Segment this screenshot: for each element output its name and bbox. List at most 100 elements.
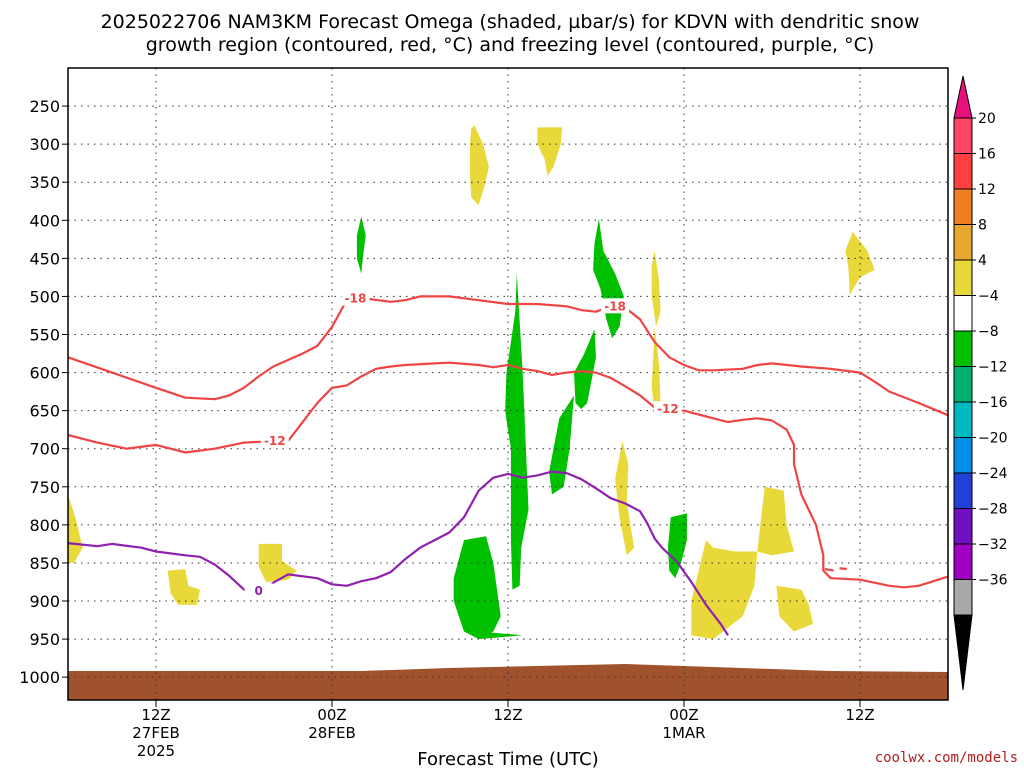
omega-region-positive-1 [537, 127, 563, 177]
colorbar-label-9: −20 [978, 431, 1008, 447]
colorbar-swatch-11 [953, 508, 973, 545]
omega-region-positive-18 [167, 569, 200, 605]
terrain-layer [68, 664, 948, 700]
colorbar-label-11: −28 [978, 502, 1008, 518]
plot-area: -18 -18 -12 -12 0 [67, 67, 949, 701]
x-tick-label-30-l1: 12Z [493, 706, 522, 724]
colorbar-swatch-5 [953, 295, 973, 332]
colorbar-label-6: −8 [978, 324, 999, 340]
isotherm-minus18-label-0: -18 [345, 292, 367, 306]
omega-region-negative-8 [478, 631, 523, 640]
colorbar-swatch-13 [953, 579, 973, 616]
colorbar-label-4: 4 [978, 253, 987, 269]
x-tick-label-18-l1: 00Z [317, 706, 346, 724]
freezing-level-line [67, 470, 729, 636]
colorbar-label-12: −32 [978, 537, 1008, 553]
y-tick-label-900: 900 [29, 592, 60, 611]
colorbar-swatch-12 [953, 543, 973, 580]
contour-layer: -18 -18 -12 -12 0 [67, 290, 949, 636]
colorbar-swatch-1 [953, 153, 973, 190]
colorbar-swatch-10 [953, 472, 973, 509]
omega-region-positive-12 [691, 540, 758, 640]
title-line-2: growth region (contoured, red, °C) and f… [146, 34, 875, 56]
y-tick-label-1000: 1000 [19, 668, 60, 687]
y-tick-label-550: 550 [29, 326, 60, 345]
y-tick-label-800: 800 [29, 516, 60, 535]
colorbar-label-3: 8 [978, 218, 987, 234]
x-tick-label-18-l2: 28FEB [308, 724, 355, 742]
x-tick-label-6-l2: 27FEB [132, 724, 179, 742]
isotherm-minus12-fragment [824, 567, 847, 572]
omega-region-positive-0 [469, 125, 489, 206]
isotherm-minus12-label-0: -12 [264, 434, 286, 448]
x-tick-label-54-l1: 12Z [845, 706, 874, 724]
colorbar-label-2: 12 [978, 182, 996, 198]
title-line-1: 2025022706 NAM3KM Forecast Omega (shaded… [101, 11, 920, 33]
colorbar-swatch-9 [953, 437, 973, 474]
y-tick-label-250: 250 [29, 97, 60, 116]
x-axis-label: Forecast Time (UTC) [417, 749, 598, 768]
y-tick-label-600: 600 [29, 364, 60, 383]
isotherm-minus18-line [67, 295, 949, 417]
colorbar-swatch-3 [953, 224, 973, 261]
y-tick-label-750: 750 [29, 478, 60, 497]
y-tick-label-700: 700 [29, 440, 60, 459]
colorbar-cap-bottom [953, 614, 973, 691]
y-tick-label-650: 650 [29, 402, 60, 421]
freezing-level-label-bg-0 [244, 583, 273, 599]
colorbar-swatch-6 [953, 330, 973, 367]
isotherm-minus18-label-bg-1 [601, 298, 630, 314]
omega-region-positive-14 [776, 585, 814, 632]
freezing-level-label-0: 0 [254, 584, 262, 598]
omega-region-negative-5 [574, 329, 596, 410]
colorbar-label-13: −36 [978, 573, 1008, 589]
omega-region-positive-17 [68, 494, 83, 563]
omega-layer [68, 125, 875, 640]
omega-region-positive-11 [615, 441, 635, 556]
omega-region-positive-10 [651, 326, 661, 411]
colorbar-swatch-2 [953, 188, 973, 225]
colorbar: 20 16 12 8 4 −4 −8 −12 −16 −20 −24 −28 −32 −36 [953, 75, 1008, 691]
colorbar-swatch-0 [953, 117, 973, 154]
omega-region-positive-19 [258, 543, 297, 582]
x-tick-label-6-l1: 12Z [141, 706, 170, 724]
colorbar-swatch-8 [953, 401, 973, 438]
colorbar-label-7: −12 [978, 360, 1008, 376]
x-tick-label-42-l1: 00Z [669, 706, 698, 724]
y-tick-label-500: 500 [29, 287, 60, 306]
y-axis: 250 300 350 400 450 500 550 600 650 700 750 800 850 9… [19, 97, 68, 687]
colorbar-label-1: 16 [978, 147, 996, 163]
y-tick-label-450: 450 [29, 249, 60, 268]
y-tick-label-950: 950 [29, 630, 60, 649]
isotherm-minus18-label-bg-0 [341, 290, 370, 306]
isotherm-minus12-label-1: -12 [657, 402, 679, 416]
y-tick-label-350: 350 [29, 173, 60, 192]
colorbar-swatch-7 [953, 366, 973, 403]
colorbar-label-0: 20 [978, 111, 996, 127]
omega-region-negative-4 [505, 273, 529, 590]
colorbar-swatch-4 [953, 259, 973, 296]
omega-region-negative-2 [356, 216, 366, 274]
colorbar-label-5: −4 [978, 289, 999, 305]
isotherm-minus12-label-bg-1 [653, 401, 682, 417]
grid-layer [68, 68, 948, 700]
y-tick-label-850: 850 [29, 554, 60, 573]
isotherm-minus12-label-bg-0 [260, 433, 289, 449]
credit-text: coolwx.com/models [875, 750, 1018, 766]
omega-region-negative-6 [549, 395, 574, 495]
omega-region-positive-13 [757, 486, 794, 556]
omega-region-positive-16 [651, 250, 661, 327]
colorbar-cap-top [953, 75, 973, 119]
omega-region-negative-7 [453, 536, 501, 640]
isotherm-minus18-label-1: -18 [604, 299, 626, 313]
terrain-fill [68, 664, 948, 700]
colorbar-label-8: −16 [978, 395, 1008, 411]
y-tick-label-400: 400 [29, 211, 60, 230]
y-tick-label-300: 300 [29, 135, 60, 154]
omega-region-negative-9 [667, 513, 687, 579]
x-tick-label-42-l2: 1MAR [662, 724, 705, 742]
colorbar-label-10: −24 [978, 466, 1008, 482]
x-tick-label-6-l3: 2025 [137, 742, 175, 760]
